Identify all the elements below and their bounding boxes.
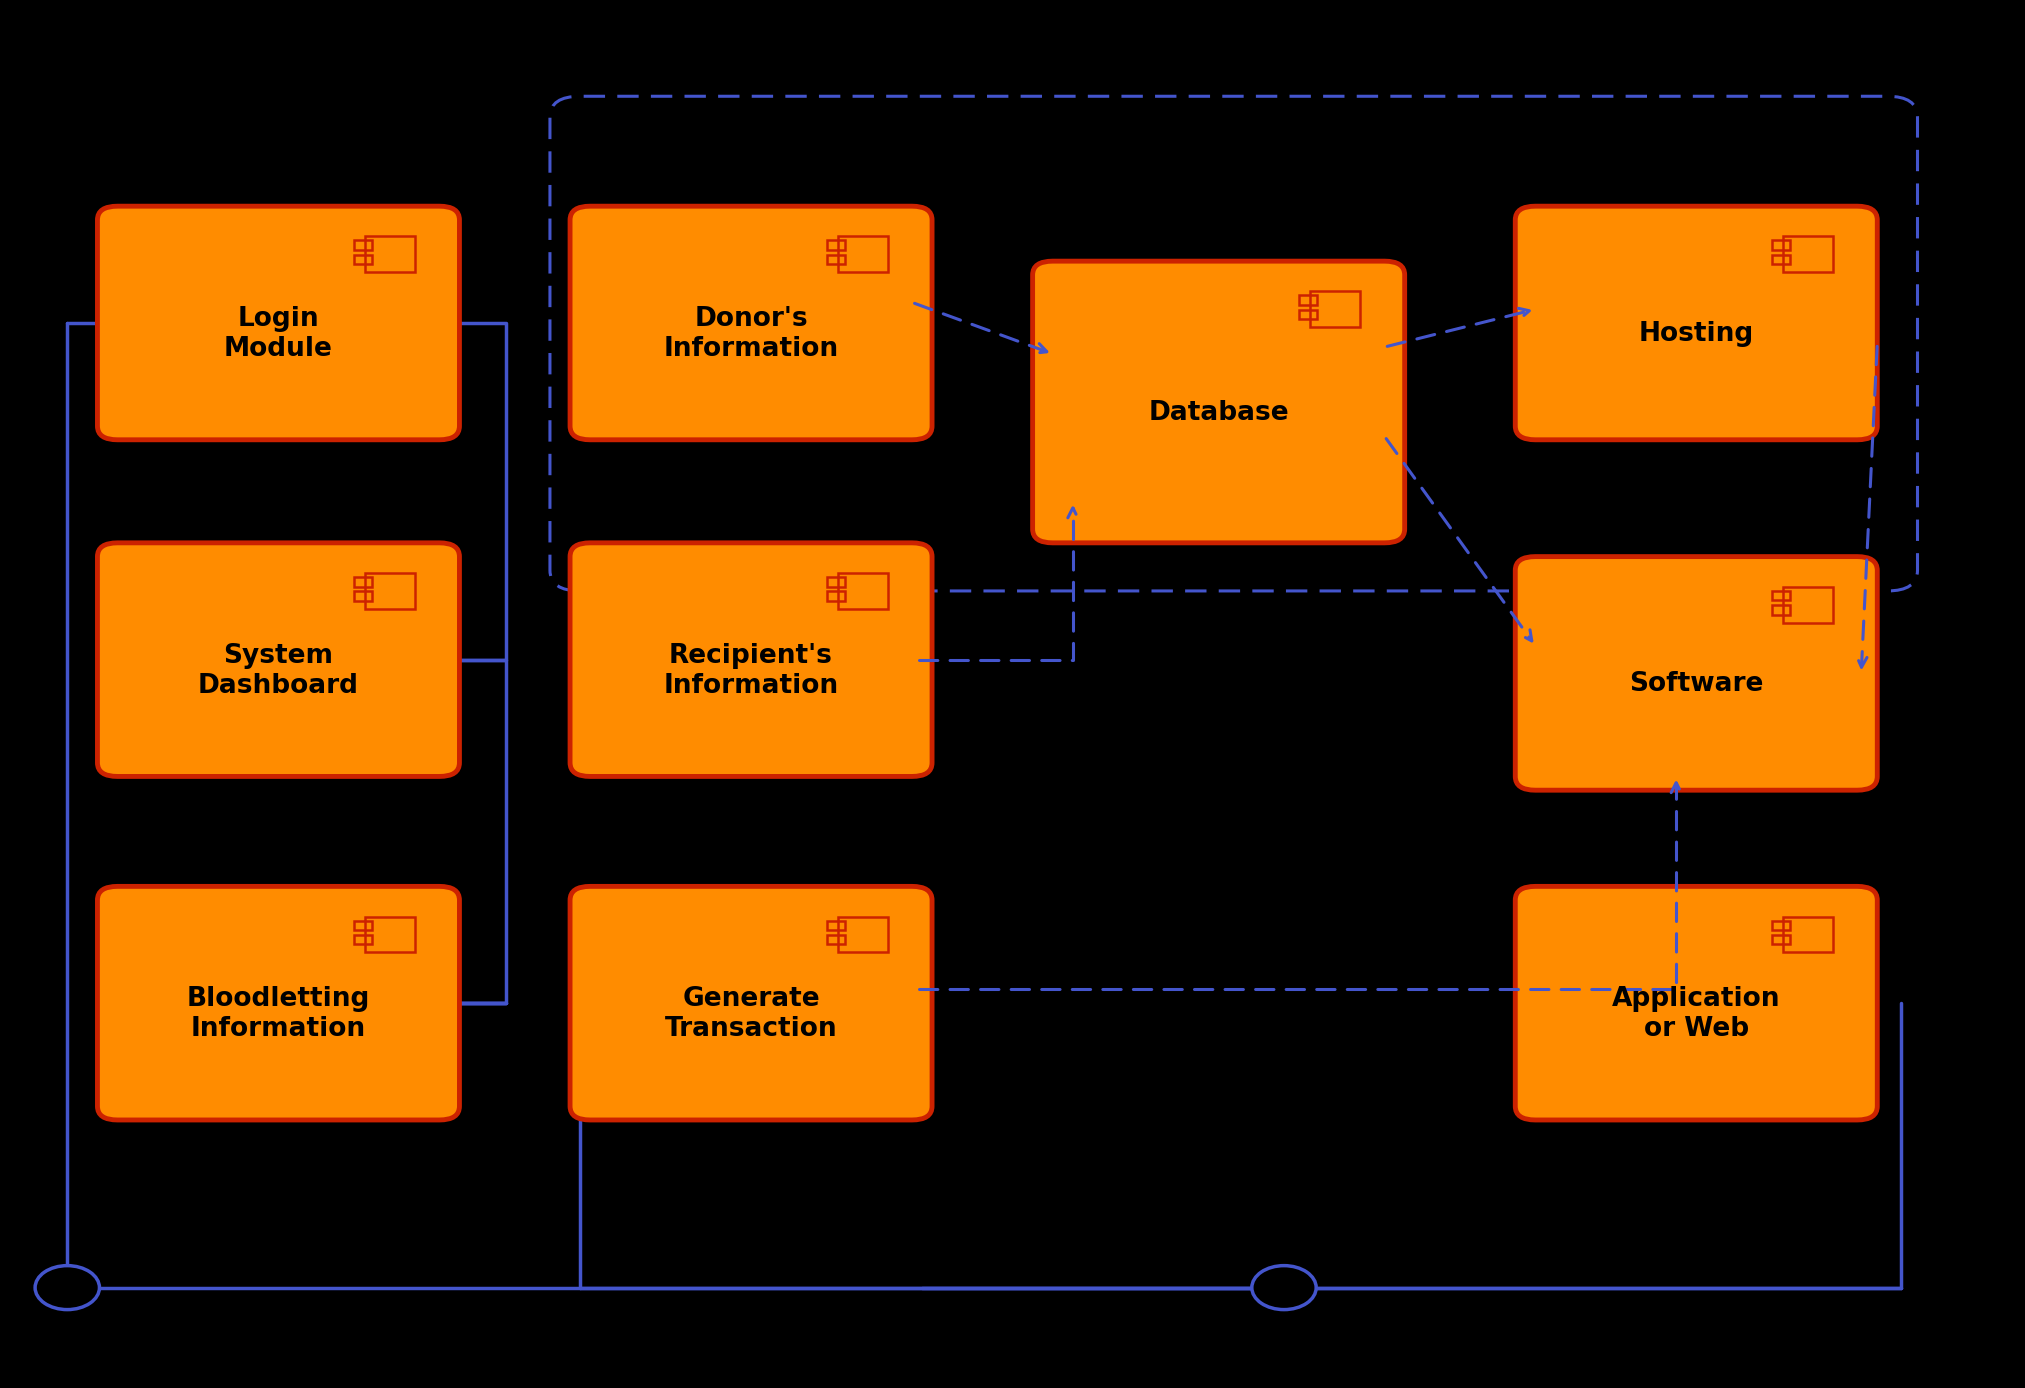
Text: Application
or Web: Application or Web [1612, 985, 1780, 1042]
Circle shape [1251, 1266, 1316, 1310]
Text: Donor's
Information: Donor's Information [664, 305, 838, 362]
FancyBboxPatch shape [571, 207, 932, 440]
Text: Generate
Transaction: Generate Transaction [664, 985, 838, 1042]
Text: Login
Module: Login Module [225, 305, 332, 362]
FancyBboxPatch shape [97, 543, 460, 776]
FancyBboxPatch shape [1515, 207, 1877, 440]
FancyBboxPatch shape [571, 543, 932, 776]
FancyBboxPatch shape [1033, 261, 1405, 543]
Text: Bloodletting
Information: Bloodletting Information [186, 985, 371, 1042]
Text: System
Dashboard: System Dashboard [198, 643, 358, 698]
Text: Recipient's
Information: Recipient's Information [664, 643, 838, 698]
FancyBboxPatch shape [97, 207, 460, 440]
FancyBboxPatch shape [1515, 887, 1877, 1120]
FancyBboxPatch shape [97, 887, 460, 1120]
Text: Hosting: Hosting [1638, 321, 1754, 347]
Text: Software: Software [1628, 672, 1764, 697]
Text: Database: Database [1148, 400, 1290, 426]
FancyBboxPatch shape [571, 887, 932, 1120]
Circle shape [34, 1266, 99, 1310]
FancyBboxPatch shape [1515, 557, 1877, 790]
